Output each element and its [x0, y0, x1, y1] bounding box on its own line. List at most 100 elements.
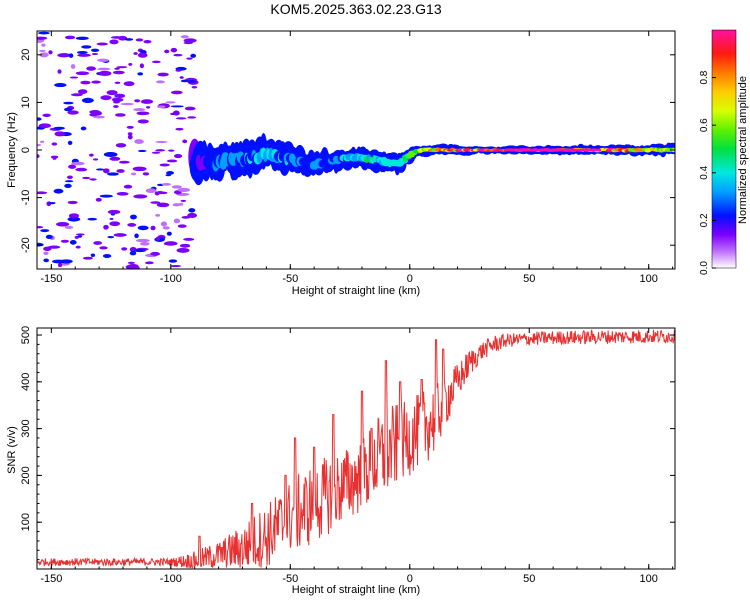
noise-cell — [64, 35, 76, 40]
noise-cell — [75, 36, 89, 41]
noise-cell — [114, 113, 126, 117]
snr-ylabel: SNR (v/v) — [6, 426, 18, 474]
noise-cell — [109, 39, 119, 45]
noise-cell — [100, 95, 112, 101]
noise-cell — [180, 35, 189, 39]
noise-cell — [89, 153, 94, 157]
noise-cell — [37, 242, 44, 247]
noise-cell — [155, 149, 166, 152]
noise-cell — [37, 226, 44, 229]
noise-cell — [116, 192, 129, 196]
x-tick-label: -100 — [160, 573, 182, 585]
noise-cell — [150, 201, 161, 204]
noise-cell — [123, 184, 133, 189]
snr-panel: -150 -100 -50 0 50 100 100 200 300 400 500 Height … — [6, 326, 676, 596]
noise-cell — [103, 152, 118, 157]
noise-cell — [150, 251, 161, 256]
noise-cell — [89, 178, 97, 181]
noise-cell — [90, 48, 100, 53]
noise-cell — [68, 164, 77, 169]
noise-cell — [116, 169, 125, 173]
y-tick-label: 500 — [20, 326, 32, 344]
noise-cell — [176, 247, 190, 253]
noise-cell — [137, 52, 148, 58]
colorbar-tick-label: 0.4 — [699, 165, 710, 179]
noise-cell — [180, 199, 187, 202]
noise-cell — [161, 182, 171, 186]
colorbar-gradient — [711, 29, 737, 269]
noise-cell — [91, 53, 99, 56]
noise-cell — [156, 105, 166, 109]
noise-cell — [127, 261, 136, 264]
noise-cell — [93, 115, 105, 119]
noise-cell — [175, 117, 187, 120]
noise-cell — [186, 57, 193, 60]
noise-cell — [175, 127, 184, 131]
noise-cell — [91, 80, 101, 84]
noise-cell — [159, 163, 170, 167]
colorbar-tick-label: 0.2 — [699, 213, 710, 227]
x-tick-label: 0 — [407, 273, 413, 285]
noise-cell — [144, 261, 154, 265]
noise-cell — [40, 229, 50, 233]
x-tick-label: 100 — [640, 573, 658, 585]
noise-cell — [180, 79, 189, 83]
noise-cell — [99, 194, 113, 198]
noise-cell — [188, 208, 196, 213]
noise-cell — [134, 99, 141, 103]
noise-cell — [69, 76, 79, 79]
noise-cell — [170, 105, 184, 108]
noise-cell — [67, 200, 78, 205]
y-tick-label: 400 — [20, 373, 32, 391]
noise-cell — [96, 42, 109, 46]
noise-cell — [112, 70, 125, 75]
noise-cell — [175, 69, 182, 72]
noise-cell — [67, 175, 73, 179]
y-tick-label: 100 — [20, 513, 32, 531]
noise-cell — [37, 191, 48, 195]
noise-cell — [39, 49, 46, 53]
noise-cell — [99, 246, 108, 250]
x-tick-label: 50 — [523, 573, 535, 585]
noise-cell — [45, 234, 53, 240]
noise-cell — [177, 187, 191, 192]
noise-cell — [132, 166, 147, 172]
noise-cell — [173, 53, 183, 57]
noise-cell — [127, 223, 137, 227]
noise-cell — [164, 241, 178, 246]
noise-cell — [75, 167, 88, 172]
noise-cell — [77, 235, 83, 238]
noise-cell — [156, 191, 165, 195]
noise-cell — [98, 70, 112, 76]
noise-cell — [151, 60, 161, 64]
snr-series-line — [37, 329, 675, 569]
noise-cell — [57, 263, 63, 268]
noise-cell — [126, 83, 134, 86]
noise-cell — [71, 161, 85, 166]
snr-ticks: -150 -100 -50 0 50 100 100 200 300 400 500 — [20, 326, 675, 585]
noise-cell — [106, 90, 118, 96]
noise-cell — [97, 67, 111, 71]
noise-cell — [168, 259, 178, 263]
noise-cell — [162, 226, 170, 230]
noise-cell — [156, 202, 170, 208]
noise-cell — [60, 239, 69, 243]
noise-cell — [136, 111, 150, 116]
noise-cell — [57, 69, 62, 74]
noise-cell — [52, 259, 66, 264]
noise-cell — [146, 106, 151, 109]
snr-xlabel: Height of straight line (km) — [292, 584, 420, 596]
noise-cell — [87, 217, 98, 221]
y-tick-label: -10 — [20, 190, 32, 206]
x-tick-label: -100 — [160, 273, 182, 285]
noise-cell — [166, 231, 172, 236]
noise-cell — [118, 35, 128, 41]
noise-cell — [54, 82, 67, 88]
noise-cell — [135, 238, 150, 243]
noise-cell — [37, 117, 42, 121]
colorbar: 0.0 0.2 0.4 0.6 0.8 Normalized spectral ampl… — [699, 29, 749, 275]
noise-cell — [137, 72, 144, 76]
noise-cell — [183, 41, 193, 45]
